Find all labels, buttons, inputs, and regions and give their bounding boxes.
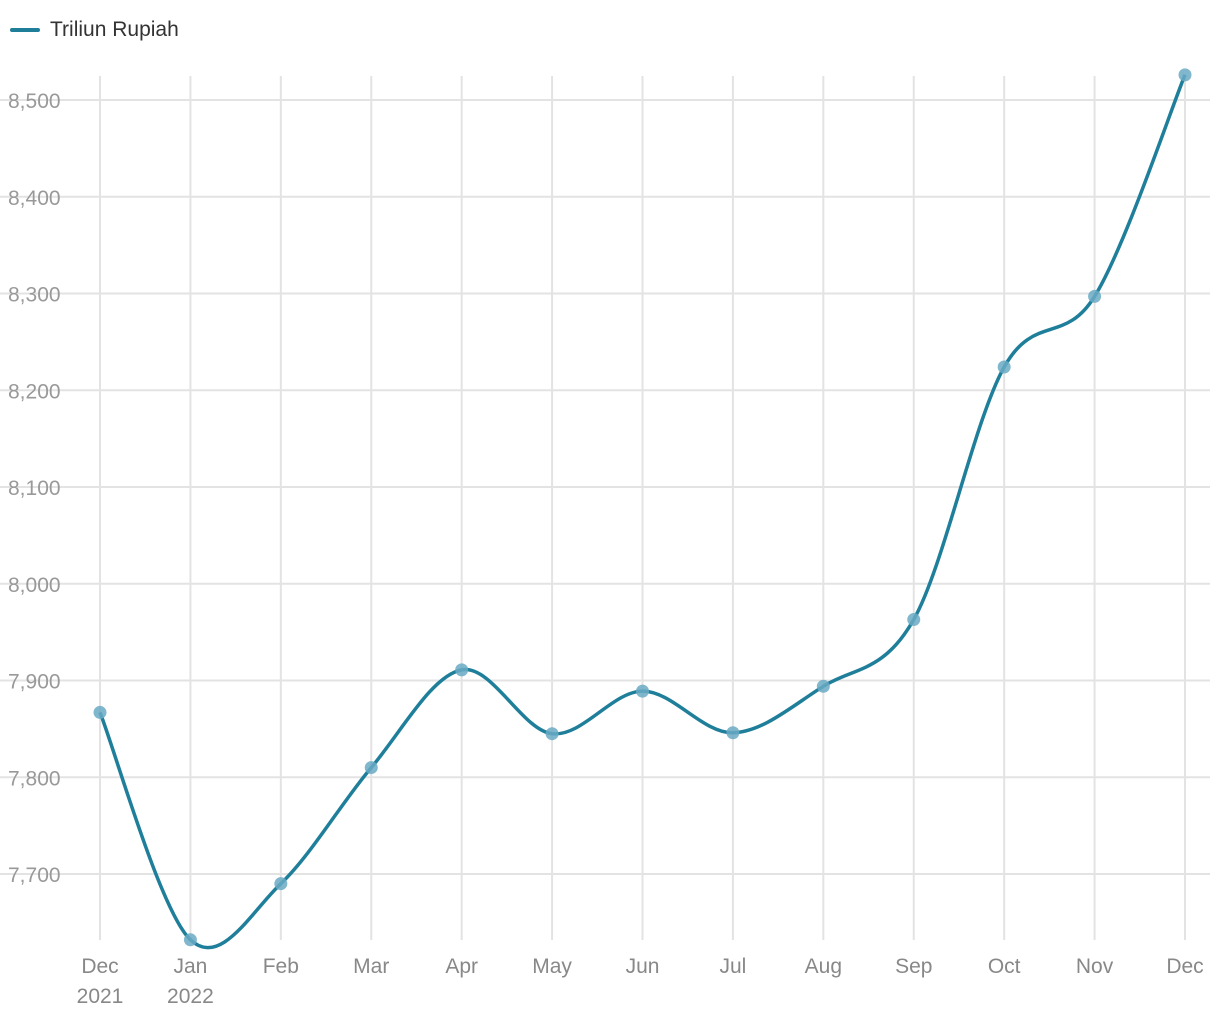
x-tick-label: Dec — [1166, 955, 1203, 978]
y-gridlines — [0, 99, 1210, 875]
y-tick-label: 8,300 — [8, 284, 61, 307]
x-tick-label: May — [532, 955, 572, 978]
legend-swatch — [10, 28, 40, 32]
x-tick-label: Jan 2022 — [167, 955, 214, 1008]
x-tick-label: Dec 2021 — [77, 955, 124, 1008]
data-point — [545, 727, 559, 741]
data-point — [1088, 289, 1102, 303]
x-tick-label: Oct — [988, 955, 1021, 978]
y-tick-labels: 7,700 7,800 7,900 8,000 8,100 8,200 8,300 8,400… — [8, 90, 61, 887]
data-point — [1178, 68, 1192, 82]
legend: Triliun Rupiah — [10, 18, 179, 42]
x-tick-labels: Dec 2021 Jan 2022 Feb Mar Apr May Jun Jul Aug Sep Oc… — [77, 955, 1204, 1008]
data-point — [636, 684, 649, 698]
y-tick-label: 8,000 — [8, 574, 61, 597]
y-tick-label: 7,700 — [8, 864, 61, 887]
data-point — [816, 679, 830, 693]
data-point — [364, 761, 378, 775]
data-point — [997, 360, 1011, 374]
x-tick-label: Apr — [445, 955, 478, 978]
y-tick-label: 8,100 — [8, 477, 61, 500]
x-tick-label: Sep — [895, 955, 932, 978]
x-tick-label: Feb — [263, 955, 299, 978]
y-tick-label: 7,900 — [8, 671, 61, 694]
data-point — [183, 933, 197, 947]
data-point — [726, 726, 740, 740]
y-tick-label: 8,400 — [8, 187, 61, 210]
y-tick-label: 8,500 — [8, 90, 61, 113]
y-tick-label: 7,800 — [8, 767, 61, 790]
data-point — [455, 663, 469, 677]
data-point — [274, 877, 288, 891]
x-tick-label: Jul — [719, 955, 746, 978]
x-tick-label: Aug — [805, 955, 842, 978]
x-tick-label: Nov — [1076, 955, 1114, 978]
data-point — [907, 613, 921, 627]
x-tick-label: Mar — [353, 955, 389, 978]
x-gridlines — [99, 76, 1186, 940]
series-points — [93, 68, 1192, 947]
data-point — [93, 705, 107, 719]
x-tick-label: Jun — [626, 955, 660, 978]
y-tick-label: 8,200 — [8, 380, 61, 403]
legend-label: Triliun Rupiah — [50, 18, 179, 41]
